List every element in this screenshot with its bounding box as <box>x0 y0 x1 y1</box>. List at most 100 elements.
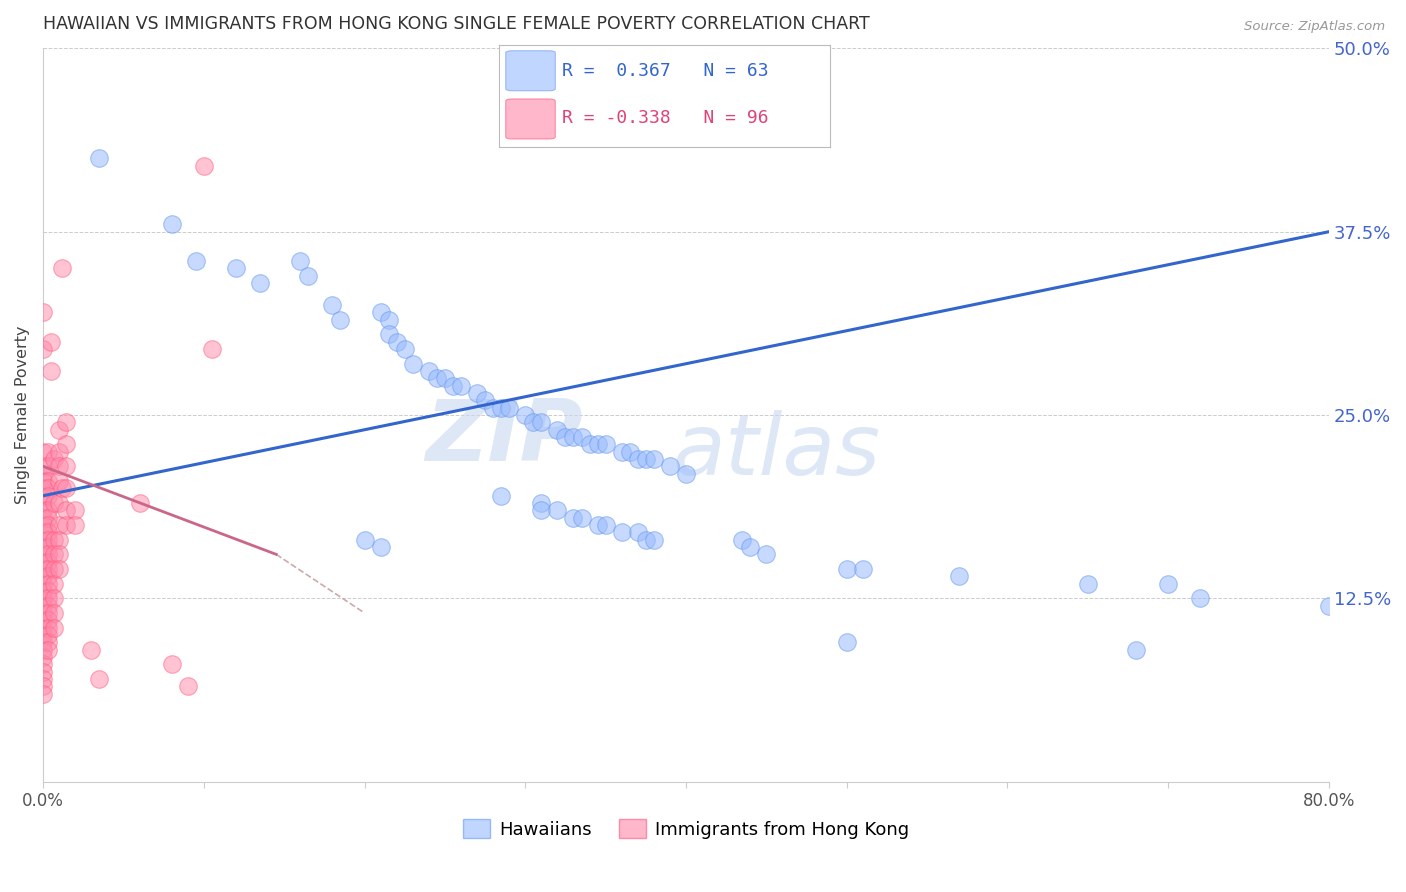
Point <box>643 452 665 467</box>
Point <box>48 474 70 488</box>
Point <box>37 474 59 488</box>
Point <box>32 672 55 686</box>
Point <box>329 312 352 326</box>
Point <box>32 342 55 356</box>
Point <box>32 679 55 693</box>
Point <box>37 569 59 583</box>
Point <box>44 576 66 591</box>
Point <box>562 430 585 444</box>
Point <box>39 364 62 378</box>
Point <box>37 642 59 657</box>
Point <box>1077 576 1099 591</box>
Point <box>586 437 609 451</box>
Point <box>32 606 55 620</box>
Point <box>370 305 392 319</box>
Point <box>48 533 70 547</box>
Point <box>37 518 59 533</box>
Point <box>32 687 55 701</box>
Point <box>51 261 73 276</box>
Point <box>418 364 440 378</box>
Point <box>65 518 87 533</box>
Point <box>530 503 553 517</box>
Point <box>32 510 55 524</box>
Point <box>377 327 399 342</box>
Point <box>44 591 66 606</box>
Point <box>32 525 55 540</box>
Point <box>32 547 55 561</box>
Point <box>522 416 544 430</box>
Point <box>32 482 55 496</box>
Text: ZIP: ZIP <box>426 395 583 478</box>
Point <box>394 342 416 356</box>
Point <box>32 628 55 642</box>
FancyBboxPatch shape <box>506 99 555 139</box>
Point <box>370 540 392 554</box>
Point <box>55 416 77 430</box>
Point <box>32 584 55 599</box>
Point <box>634 452 657 467</box>
Point <box>37 489 59 503</box>
Point <box>658 459 681 474</box>
Point <box>571 510 593 524</box>
Point <box>586 518 609 533</box>
Point <box>32 533 55 547</box>
Point <box>32 650 55 665</box>
Point <box>37 584 59 599</box>
Point <box>595 518 617 533</box>
Point <box>675 467 697 481</box>
Point <box>193 159 215 173</box>
Point <box>32 562 55 576</box>
Point <box>48 444 70 458</box>
Point <box>37 591 59 606</box>
Point <box>530 496 553 510</box>
Point <box>32 665 55 679</box>
Point <box>562 510 585 524</box>
Point <box>160 218 183 232</box>
Text: R = -0.338   N = 96: R = -0.338 N = 96 <box>562 110 769 128</box>
Point <box>610 444 633 458</box>
Point <box>731 533 754 547</box>
Point <box>578 437 600 451</box>
Point <box>32 657 55 672</box>
Point <box>290 254 312 268</box>
Point <box>1157 576 1180 591</box>
Point <box>37 635 59 649</box>
Y-axis label: Single Female Poverty: Single Female Poverty <box>15 326 30 504</box>
Point <box>498 401 520 415</box>
Point <box>37 444 59 458</box>
Point <box>55 437 77 451</box>
Point <box>377 312 399 326</box>
Point <box>32 591 55 606</box>
Point <box>89 152 111 166</box>
Point <box>37 540 59 554</box>
Point <box>353 533 375 547</box>
Point <box>627 525 650 540</box>
Point <box>740 540 762 554</box>
Point <box>852 562 875 576</box>
Point <box>489 401 512 415</box>
Point <box>201 342 224 356</box>
Point <box>835 635 858 649</box>
Point <box>595 437 617 451</box>
Point <box>530 416 553 430</box>
Point <box>32 613 55 627</box>
Point <box>571 430 593 444</box>
Point <box>44 533 66 547</box>
Point <box>37 613 59 627</box>
Point <box>37 459 59 474</box>
Point <box>48 547 70 561</box>
Point <box>465 386 488 401</box>
Point <box>48 423 70 437</box>
Point <box>321 298 343 312</box>
Point <box>32 635 55 649</box>
Point <box>32 474 55 488</box>
FancyBboxPatch shape <box>506 51 555 91</box>
Point <box>51 482 73 496</box>
Point <box>37 628 59 642</box>
Point <box>184 254 207 268</box>
Point <box>32 555 55 569</box>
Point <box>48 496 70 510</box>
Point <box>32 459 55 474</box>
Point <box>402 357 425 371</box>
Point <box>37 533 59 547</box>
